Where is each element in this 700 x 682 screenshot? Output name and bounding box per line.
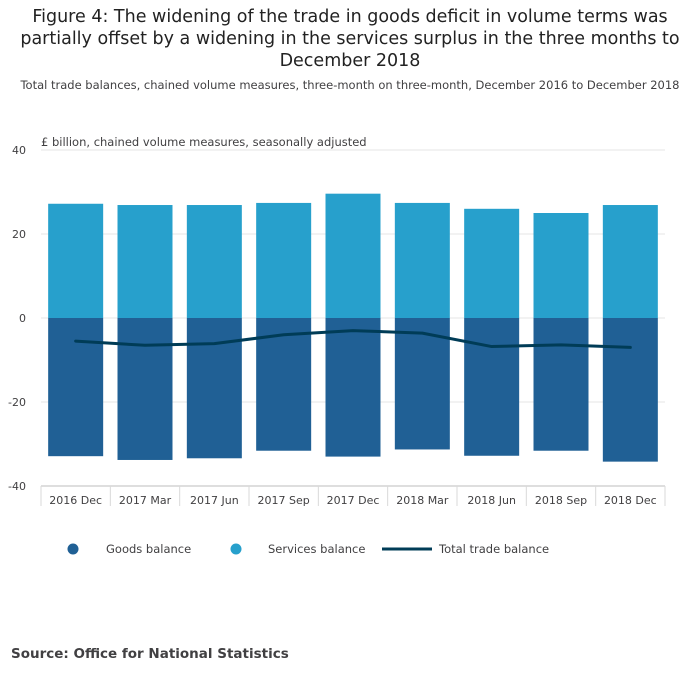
x-tick-label: 2018 Mar	[396, 494, 449, 507]
x-tick-label: 2017 Jun	[190, 494, 239, 507]
total-trade-line	[74, 329, 632, 349]
x-tick-label: 2017 Sep	[258, 494, 310, 507]
goods-bar	[256, 318, 312, 451]
x-tick-label: 2018 Dec	[604, 494, 657, 507]
total-trade-balance-line	[74, 329, 632, 349]
x-tick-label: 2016 Dec	[49, 494, 102, 507]
legend-goods-label: Goods balance	[106, 542, 191, 556]
goods-bar	[117, 318, 173, 460]
goods-bar	[464, 318, 520, 456]
y-tick-label: -40	[8, 480, 26, 493]
services-bar	[325, 193, 381, 318]
y-tick-label: 40	[12, 144, 26, 157]
services-bar	[48, 203, 104, 318]
goods-bar	[186, 318, 242, 459]
x-tick-label: 2018 Sep	[535, 494, 587, 507]
services-bar	[256, 202, 312, 318]
x-tick-label: 2017 Dec	[327, 494, 380, 507]
y-tick-label: -20	[8, 396, 26, 409]
goods-bar	[602, 318, 658, 462]
x-tick-label: 2018 Jun	[467, 494, 516, 507]
x-axis: 2016 Dec 2017 Mar 2017 Jun 2017 Sep 2017 Dec…	[40, 485, 666, 507]
services-bar	[464, 208, 520, 318]
source-note: Source: Office for National Statistics	[11, 646, 289, 662]
x-tick-label: 2017 Mar	[119, 494, 172, 507]
legend-goods-marker	[67, 543, 79, 555]
goods-bar	[394, 318, 450, 450]
legend-total-label: Total trade balance	[438, 542, 549, 556]
services-bar	[186, 205, 242, 318]
goods-bar	[48, 318, 104, 457]
legend-services-label: Services balance	[268, 542, 365, 556]
services-bar	[117, 205, 173, 318]
bars	[48, 193, 658, 462]
services-bar	[533, 213, 589, 318]
legend: Goods balance Services balance Total trade…	[67, 542, 549, 556]
y-axis: -40 -20 0 20 40	[8, 144, 26, 493]
services-bar	[602, 205, 658, 318]
services-bar	[394, 202, 450, 318]
legend-services-marker	[230, 543, 242, 555]
chart-title: Figure 4: The widening of the trade in g…	[20, 7, 680, 71]
goods-bar	[325, 318, 381, 457]
y-axis-label: £ billion, chained volume measures, seas…	[41, 135, 367, 149]
goods-bar	[533, 318, 589, 451]
chart-subtitle: Total trade balances, chained volume mea…	[20, 78, 680, 92]
y-tick-label: 20	[12, 228, 26, 241]
y-tick-label: 0	[19, 312, 26, 325]
